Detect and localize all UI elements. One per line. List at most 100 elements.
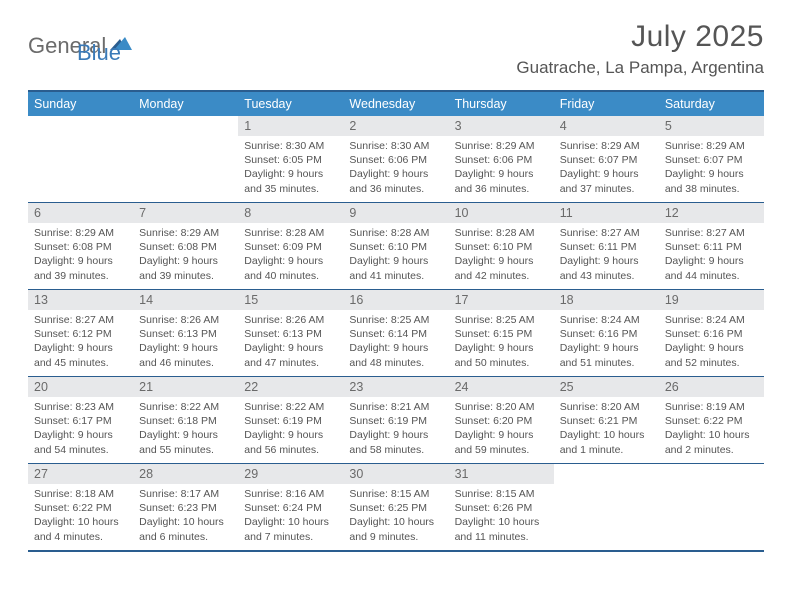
day-cell: 26Sunrise: 8:19 AMSunset: 6:22 PMDayligh…: [659, 377, 764, 463]
daylight-line: Daylight: 9 hours and 45 minutes.: [34, 341, 127, 369]
week-row: 13Sunrise: 8:27 AMSunset: 6:12 PMDayligh…: [28, 289, 764, 376]
day-details: Sunrise: 8:15 AMSunset: 6:26 PMDaylight:…: [449, 484, 554, 550]
day-details: Sunrise: 8:18 AMSunset: 6:22 PMDaylight:…: [28, 484, 133, 550]
daylight-line: Daylight: 9 hours and 50 minutes.: [455, 341, 548, 369]
day-cell: 7Sunrise: 8:29 AMSunset: 6:08 PMDaylight…: [133, 203, 238, 289]
sunset-line: Sunset: 6:08 PM: [139, 240, 232, 254]
daylight-line: Daylight: 9 hours and 58 minutes.: [349, 428, 442, 456]
sunrise-line: Sunrise: 8:15 AM: [455, 487, 548, 501]
day-number: 15: [238, 290, 343, 310]
day-cell: 5Sunrise: 8:29 AMSunset: 6:07 PMDaylight…: [659, 116, 764, 202]
daylight-line: Daylight: 9 hours and 40 minutes.: [244, 254, 337, 282]
sunrise-line: Sunrise: 8:29 AM: [455, 139, 548, 153]
daylight-line: Daylight: 9 hours and 46 minutes.: [139, 341, 232, 369]
sunset-line: Sunset: 6:22 PM: [665, 414, 758, 428]
day-cell: 10Sunrise: 8:28 AMSunset: 6:10 PMDayligh…: [449, 203, 554, 289]
sunrise-line: Sunrise: 8:28 AM: [349, 226, 442, 240]
sunrise-line: Sunrise: 8:15 AM: [349, 487, 442, 501]
sunrise-line: Sunrise: 8:30 AM: [244, 139, 337, 153]
day-number: 18: [554, 290, 659, 310]
daylight-line: Daylight: 9 hours and 35 minutes.: [244, 167, 337, 195]
day-number: 26: [659, 377, 764, 397]
day-cell: 1Sunrise: 8:30 AMSunset: 6:05 PMDaylight…: [238, 116, 343, 202]
day-number: 3: [449, 116, 554, 136]
dow-cell: Sunday: [28, 92, 133, 116]
daylight-line: Daylight: 9 hours and 51 minutes.: [560, 341, 653, 369]
sunset-line: Sunset: 6:23 PM: [139, 501, 232, 515]
day-cell-empty: [554, 464, 659, 550]
sunrise-line: Sunrise: 8:20 AM: [560, 400, 653, 414]
day-cell: 24Sunrise: 8:20 AMSunset: 6:20 PMDayligh…: [449, 377, 554, 463]
day-cell: 30Sunrise: 8:15 AMSunset: 6:25 PMDayligh…: [343, 464, 448, 550]
sunset-line: Sunset: 6:10 PM: [349, 240, 442, 254]
day-details: Sunrise: 8:24 AMSunset: 6:16 PMDaylight:…: [554, 310, 659, 376]
day-details: Sunrise: 8:28 AMSunset: 6:10 PMDaylight:…: [449, 223, 554, 289]
day-number: 1: [238, 116, 343, 136]
sunset-line: Sunset: 6:13 PM: [244, 327, 337, 341]
sunrise-line: Sunrise: 8:29 AM: [139, 226, 232, 240]
day-details: Sunrise: 8:25 AMSunset: 6:15 PMDaylight:…: [449, 310, 554, 376]
sunrise-line: Sunrise: 8:18 AM: [34, 487, 127, 501]
sunrise-line: Sunrise: 8:28 AM: [455, 226, 548, 240]
dow-cell: Tuesday: [238, 92, 343, 116]
day-details: Sunrise: 8:30 AMSunset: 6:05 PMDaylight:…: [238, 136, 343, 202]
day-number: 29: [238, 464, 343, 484]
sunrise-line: Sunrise: 8:25 AM: [349, 313, 442, 327]
day-number: 27: [28, 464, 133, 484]
day-details: Sunrise: 8:30 AMSunset: 6:06 PMDaylight:…: [343, 136, 448, 202]
sunset-line: Sunset: 6:11 PM: [665, 240, 758, 254]
day-details: Sunrise: 8:24 AMSunset: 6:16 PMDaylight:…: [659, 310, 764, 376]
day-of-week-header: SundayMondayTuesdayWednesdayThursdayFrid…: [28, 92, 764, 116]
brand-logo: GeneralBlue: [28, 20, 134, 66]
day-cell: 29Sunrise: 8:16 AMSunset: 6:24 PMDayligh…: [238, 464, 343, 550]
sunrise-line: Sunrise: 8:16 AM: [244, 487, 337, 501]
sunrise-line: Sunrise: 8:26 AM: [139, 313, 232, 327]
month-title: July 2025: [516, 20, 764, 54]
day-number: 13: [28, 290, 133, 310]
sunrise-line: Sunrise: 8:24 AM: [560, 313, 653, 327]
sunrise-line: Sunrise: 8:25 AM: [455, 313, 548, 327]
day-details: Sunrise: 8:27 AMSunset: 6:12 PMDaylight:…: [28, 310, 133, 376]
day-cell: 25Sunrise: 8:20 AMSunset: 6:21 PMDayligh…: [554, 377, 659, 463]
dow-cell: Friday: [554, 92, 659, 116]
day-number: 20: [28, 377, 133, 397]
daylight-line: Daylight: 9 hours and 54 minutes.: [34, 428, 127, 456]
day-cell: 31Sunrise: 8:15 AMSunset: 6:26 PMDayligh…: [449, 464, 554, 550]
sunset-line: Sunset: 6:17 PM: [34, 414, 127, 428]
day-details: Sunrise: 8:28 AMSunset: 6:09 PMDaylight:…: [238, 223, 343, 289]
sunset-line: Sunset: 6:16 PM: [665, 327, 758, 341]
sunrise-line: Sunrise: 8:29 AM: [34, 226, 127, 240]
day-cell: 13Sunrise: 8:27 AMSunset: 6:12 PMDayligh…: [28, 290, 133, 376]
daylight-line: Daylight: 9 hours and 41 minutes.: [349, 254, 442, 282]
day-cell-empty: [659, 464, 764, 550]
day-details: Sunrise: 8:27 AMSunset: 6:11 PMDaylight:…: [554, 223, 659, 289]
day-number: 5: [659, 116, 764, 136]
sunset-line: Sunset: 6:21 PM: [560, 414, 653, 428]
sunrise-line: Sunrise: 8:30 AM: [349, 139, 442, 153]
day-number: 9: [343, 203, 448, 223]
sunrise-line: Sunrise: 8:28 AM: [244, 226, 337, 240]
day-number: 4: [554, 116, 659, 136]
sunset-line: Sunset: 6:16 PM: [560, 327, 653, 341]
day-number: 12: [659, 203, 764, 223]
day-details: Sunrise: 8:20 AMSunset: 6:21 PMDaylight:…: [554, 397, 659, 463]
day-details: Sunrise: 8:28 AMSunset: 6:10 PMDaylight:…: [343, 223, 448, 289]
day-details: Sunrise: 8:15 AMSunset: 6:25 PMDaylight:…: [343, 484, 448, 550]
sunset-line: Sunset: 6:20 PM: [455, 414, 548, 428]
day-details: Sunrise: 8:17 AMSunset: 6:23 PMDaylight:…: [133, 484, 238, 550]
sunset-line: Sunset: 6:18 PM: [139, 414, 232, 428]
daylight-line: Daylight: 9 hours and 36 minutes.: [349, 167, 442, 195]
day-number: 16: [343, 290, 448, 310]
daylight-line: Daylight: 9 hours and 55 minutes.: [139, 428, 232, 456]
sunrise-line: Sunrise: 8:22 AM: [139, 400, 232, 414]
daylight-line: Daylight: 9 hours and 39 minutes.: [139, 254, 232, 282]
week-row: 1Sunrise: 8:30 AMSunset: 6:05 PMDaylight…: [28, 116, 764, 202]
sunrise-line: Sunrise: 8:19 AM: [665, 400, 758, 414]
day-number: 25: [554, 377, 659, 397]
sunset-line: Sunset: 6:15 PM: [455, 327, 548, 341]
week-row: 20Sunrise: 8:23 AMSunset: 6:17 PMDayligh…: [28, 376, 764, 463]
day-cell: 6Sunrise: 8:29 AMSunset: 6:08 PMDaylight…: [28, 203, 133, 289]
week-row: 27Sunrise: 8:18 AMSunset: 6:22 PMDayligh…: [28, 463, 764, 550]
sunset-line: Sunset: 6:08 PM: [34, 240, 127, 254]
day-number: 2: [343, 116, 448, 136]
